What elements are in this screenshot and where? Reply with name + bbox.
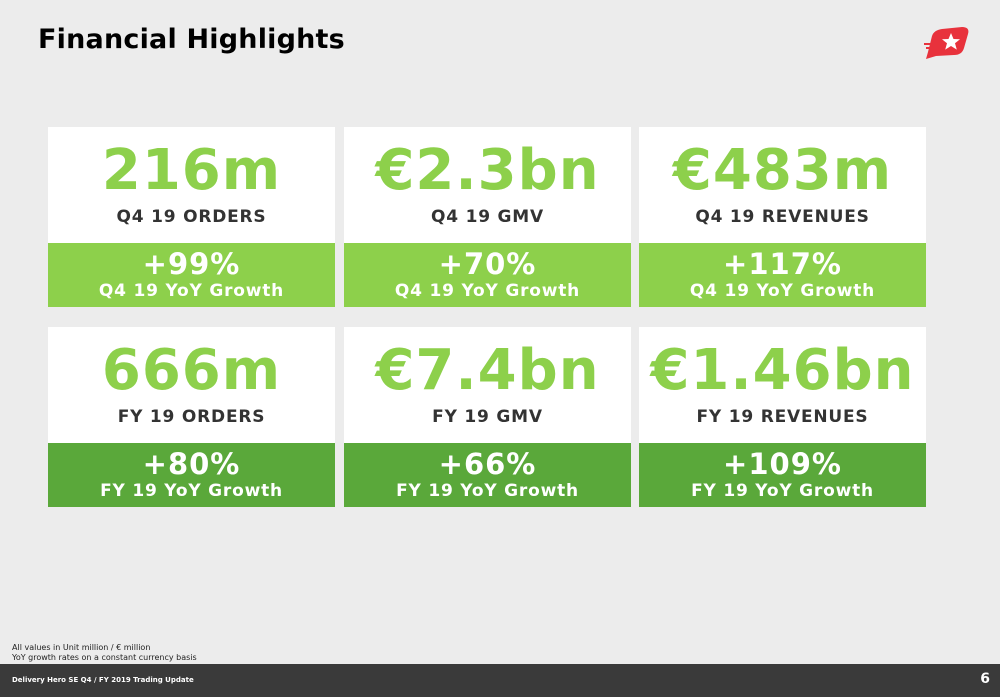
kpi-top: 216m Q4 19 ORDERS — [48, 127, 335, 243]
growth-label: FY 19 YoY Growth — [100, 481, 283, 501]
kpi-top: €1.46bn FY 19 REVENUES — [639, 327, 926, 443]
kpi-label: Q4 19 REVENUES — [695, 207, 870, 227]
growth-band: +70% Q4 19 YoY Growth — [344, 243, 631, 307]
kpi-label: Q4 19 GMV — [430, 207, 544, 227]
kpi-value: €483m — [672, 138, 893, 203]
kpi-label: FY 19 ORDERS — [117, 407, 266, 427]
footnote-currency-basis: YoY growth rates on a constant currency … — [12, 653, 197, 662]
kpi-label: FY 19 REVENUES — [696, 407, 869, 427]
kpi-top: €2.3bn Q4 19 GMV — [344, 127, 631, 243]
delivery-hero-logo-icon — [924, 27, 969, 59]
kpi-card-fy-revenues: €1.46bn FY 19 REVENUES +109% FY 19 YoY G… — [639, 327, 926, 507]
kpi-value: 216m — [101, 138, 282, 203]
kpi-label: FY 19 GMV — [432, 407, 543, 427]
page-number: 6 — [980, 671, 990, 687]
page-title: Financial Highlights — [38, 24, 345, 55]
kpi-card-fy-orders: 666m FY 19 ORDERS +80% FY 19 YoY Growth — [48, 327, 335, 507]
footnote: All values in Unit million / € million Y… — [12, 643, 197, 663]
kpi-value: 666m — [101, 338, 282, 403]
kpi-card-q4-revenues: €483m Q4 19 REVENUES +117% Q4 19 YoY Gro… — [639, 127, 926, 307]
growth-band: +117% Q4 19 YoY Growth — [639, 243, 926, 307]
kpi-value: €1.46bn — [650, 338, 915, 403]
growth-band: +66% FY 19 YoY Growth — [344, 443, 631, 507]
growth-label: FY 19 YoY Growth — [396, 481, 579, 501]
growth-label: Q4 19 YoY Growth — [98, 281, 285, 301]
growth-label: Q4 19 YoY Growth — [394, 281, 581, 301]
growth-value: +66% — [438, 447, 537, 481]
kpi-card-fy-gmv: €7.4bn FY 19 GMV +66% FY 19 YoY Growth — [344, 327, 631, 507]
kpi-label: Q4 19 ORDERS — [116, 207, 267, 227]
kpi-top: €7.4bn FY 19 GMV — [344, 327, 631, 443]
footer-bar: Delivery Hero SE Q4 / FY 2019 Trading Up… — [0, 664, 1000, 697]
kpi-card-q4-orders: 216m Q4 19 ORDERS +99% Q4 19 YoY Growth — [48, 127, 335, 307]
kpi-top: 666m FY 19 ORDERS — [48, 327, 335, 443]
kpi-value: €2.3bn — [375, 138, 600, 203]
footer-text: Delivery Hero SE Q4 / FY 2019 Trading Up… — [12, 676, 194, 684]
growth-band: +80% FY 19 YoY Growth — [48, 443, 335, 507]
growth-band: +99% Q4 19 YoY Growth — [48, 243, 335, 307]
growth-label: FY 19 YoY Growth — [691, 481, 874, 501]
growth-band: +109% FY 19 YoY Growth — [639, 443, 926, 507]
kpi-value: €7.4bn — [375, 338, 600, 403]
kpi-card-q4-gmv: €2.3bn Q4 19 GMV +70% Q4 19 YoY Growth — [344, 127, 631, 307]
growth-value: +109% — [723, 447, 842, 481]
growth-label: Q4 19 YoY Growth — [689, 281, 876, 301]
growth-value: +99% — [142, 247, 241, 281]
growth-value: +80% — [142, 447, 241, 481]
kpi-top: €483m Q4 19 REVENUES — [639, 127, 926, 243]
growth-value: +70% — [438, 247, 537, 281]
footnote-units: All values in Unit million / € million — [12, 643, 151, 652]
growth-value: +117% — [723, 247, 842, 281]
